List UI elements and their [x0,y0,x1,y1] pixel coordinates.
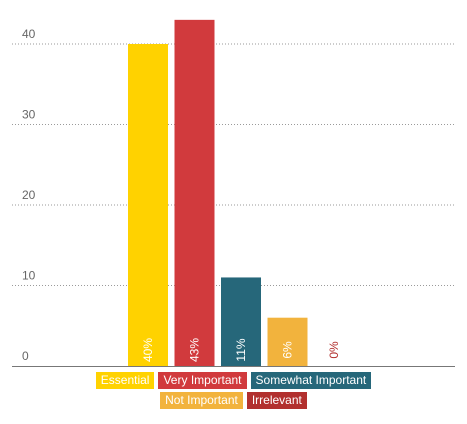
data-labels: 40% 43% 11% 6% 0% [141,338,341,362]
y-tick-label: 10 [22,269,36,283]
legend-item-somewhat-important[interactable]: Somewhat Important [250,372,372,389]
data-label-essential: 40% [141,338,155,362]
data-label-irrelevant: 0% [327,341,341,359]
bar-not-important[interactable] [267,317,308,366]
y-axis-ticks: 0 10 20 30 40 [22,27,36,363]
data-label-not-important: 6% [281,341,295,359]
legend-row-1: Essential Very Important Somewhat Import… [95,372,372,389]
bar-chart-plot: 0 10 20 30 40 40% 43% 11% 6% 0% [12,19,455,367]
legend-item-irrelevant[interactable]: Irrelevant [246,392,307,409]
y-tick-label: 20 [22,188,36,202]
data-label-somewhat-important: 11% [234,338,248,361]
legend-row-2: Not Important Irrelevant [160,392,307,409]
legend: Essential Very Important Somewhat Import… [0,372,467,409]
y-tick-label: 0 [22,349,29,363]
bar-somewhat-important[interactable] [221,277,261,366]
legend-item-very-important[interactable]: Very Important [158,372,247,389]
y-tick-label: 30 [22,108,36,122]
legend-item-essential[interactable]: Essential [95,372,155,389]
data-label-very-important: 43% [188,338,202,362]
bar-very-important[interactable] [174,19,215,366]
grid-lines [12,43,455,286]
bars [128,19,308,366]
legend-item-not-important[interactable]: Not Important [160,392,243,409]
y-tick-label: 40 [22,27,36,41]
bar-essential[interactable] [128,44,168,366]
